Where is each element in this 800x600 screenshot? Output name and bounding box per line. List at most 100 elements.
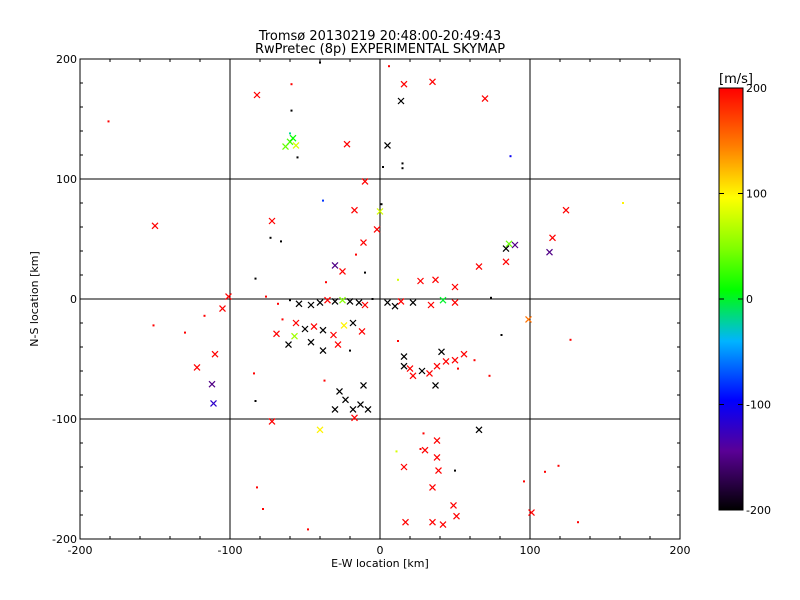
colorbar-tick-label: 200 (746, 82, 767, 95)
data-point-dot (253, 372, 255, 375)
y-tick-label: -200 (52, 533, 77, 546)
data-point-cross (481, 95, 489, 103)
data-point-cross (331, 297, 339, 305)
data-point-dot (401, 162, 404, 165)
data-point-cross (384, 299, 391, 307)
data-point-cross (360, 239, 367, 247)
data-point-dot (107, 120, 110, 123)
data-point-dot (262, 508, 264, 510)
data-point-cross (361, 301, 369, 309)
data-point-dot (364, 271, 366, 274)
data-point-cross (310, 323, 318, 331)
data-point-dot (622, 202, 624, 204)
data-point-cross (409, 372, 417, 380)
data-point-cross (339, 296, 346, 304)
data-point-cross (505, 240, 513, 248)
data-point-cross (384, 141, 391, 149)
data-point-cross (193, 363, 201, 371)
colorbar-tick-label: -100 (746, 399, 771, 412)
data-point-cross (351, 414, 358, 422)
colorbar-label: [m/s] (719, 72, 753, 87)
data-point-cross (438, 348, 445, 356)
data-point-cross (364, 405, 372, 413)
data-point-cross (285, 341, 292, 349)
data-point-dot (509, 155, 512, 158)
data-point-dot (380, 203, 383, 206)
data-point-cross (433, 362, 441, 370)
data-point-cross (210, 399, 217, 407)
data-point-dot (397, 278, 399, 281)
data-point-dot (254, 277, 257, 280)
data-point-cross (502, 258, 510, 266)
data-point-dot (289, 299, 291, 302)
data-point-dot (281, 318, 284, 321)
data-point-cross (429, 518, 436, 526)
data-point-cross (450, 501, 457, 509)
data-point-dot (454, 469, 456, 472)
data-point-cross (291, 332, 298, 340)
y-tick-label: 0 (70, 293, 77, 306)
data-point-dot (254, 400, 257, 402)
data-point-dot (523, 480, 525, 483)
data-point-cross (292, 319, 300, 327)
chart-subtitle: RwPretec (8p) EXPERIMENTAL SKYMAP (255, 42, 505, 57)
data-point-dot (457, 367, 459, 370)
data-point-dot (388, 65, 390, 68)
data-point-dot (422, 432, 425, 435)
data-point-cross (357, 401, 364, 409)
data-point-cross (475, 263, 483, 271)
x-axis-label: E-W location [km] (331, 557, 429, 570)
data-point-cross (319, 347, 327, 355)
data-point-cross (427, 301, 435, 309)
colorbar-tick-label: -200 (746, 504, 771, 517)
data-point-cross (324, 296, 331, 304)
y-tick-label: 200 (56, 53, 77, 66)
data-point-cross (439, 521, 447, 529)
data-point-cross (151, 222, 159, 230)
data-point-cross (475, 426, 483, 434)
data-point-dot (325, 281, 327, 284)
data-point-dot (277, 302, 279, 305)
data-point-cross (391, 302, 399, 310)
data-point-cross (525, 315, 532, 323)
data-point-dot (490, 296, 492, 299)
data-point-cross (502, 245, 510, 253)
data-point-cross (426, 369, 433, 377)
data-point-cross (528, 509, 535, 517)
data-point-dot (382, 166, 384, 168)
data-point-cross (289, 134, 297, 142)
data-point-cross (349, 405, 357, 413)
data-point-dot (401, 167, 404, 170)
data-point-dot (289, 132, 291, 135)
data-point-cross (355, 299, 363, 307)
data-point-dot (557, 464, 560, 467)
data-point-dot (371, 298, 374, 300)
data-point-cross (429, 78, 436, 86)
data-point-cross (451, 299, 459, 307)
data-point-dot (269, 236, 272, 239)
x-tick-label: 200 (670, 544, 691, 557)
data-point-cross (409, 299, 417, 307)
data-point-dot (473, 359, 476, 362)
x-tick-label: 100 (520, 544, 541, 557)
data-point-dot (500, 334, 503, 336)
data-point-cross (453, 512, 460, 520)
data-point-cross (435, 467, 442, 475)
data-point-cross (400, 463, 408, 471)
data-point-cross (342, 396, 349, 404)
data-point-cross (406, 365, 414, 373)
data-point-cross (460, 350, 468, 358)
data-point-dot (290, 109, 293, 112)
data-point-cross (339, 267, 346, 275)
data-point-dot (355, 253, 357, 256)
data-point-cross (451, 356, 459, 364)
data-point-cross (346, 297, 354, 305)
data-point-dot (419, 448, 422, 450)
data-point-cross (208, 380, 216, 388)
data-point-cross (301, 325, 309, 333)
data-point-cross (442, 357, 450, 365)
data-point-cross (330, 331, 337, 339)
data-point-dot (577, 521, 579, 524)
data-point-cross (421, 446, 429, 454)
data-point-cross (451, 283, 459, 291)
